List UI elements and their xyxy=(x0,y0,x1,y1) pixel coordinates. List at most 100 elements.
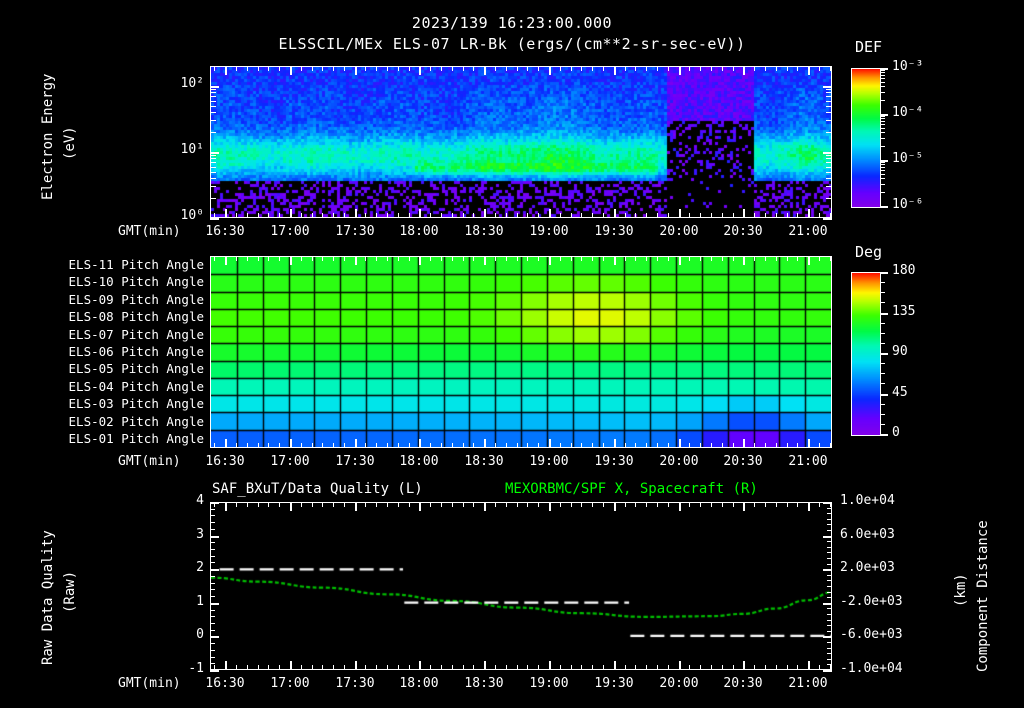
panel1-colorbar-label: 10⁻³ xyxy=(892,59,924,74)
panel1-colorbar-minor-tick xyxy=(880,132,885,133)
panel2-colorbar-minor-tick xyxy=(880,383,885,384)
panel3-ytick-minor-right xyxy=(827,519,832,520)
xtick-minor xyxy=(797,66,798,71)
xtick-minor xyxy=(592,443,593,448)
xtick-minor xyxy=(258,502,259,507)
panel1-colorbar-minor-tick xyxy=(880,124,885,125)
panel3-ytick-minor-right xyxy=(827,636,832,637)
xtick-minor xyxy=(517,443,518,448)
xtick-minor xyxy=(722,213,723,218)
xtick-minor xyxy=(776,502,777,507)
panel3-ytick-minor-left xyxy=(210,556,215,557)
panel3-ytick-label-left: -1 xyxy=(188,661,204,676)
xtick-minor xyxy=(279,66,280,71)
xtick-major xyxy=(290,66,292,75)
panel1-colorbar-minor-tick xyxy=(880,146,885,147)
xtick-label: 20:30 xyxy=(723,676,763,691)
xtick-minor xyxy=(517,665,518,670)
panel1-ytick-label: 10⁰ xyxy=(180,208,204,223)
panel1-ytick-minor xyxy=(210,178,216,179)
panel1-ytick-minor xyxy=(826,132,832,133)
xtick-major xyxy=(743,66,745,75)
xtick-label: 20:00 xyxy=(659,454,699,469)
xtick-major xyxy=(679,502,681,511)
panel3-ytick-label-right: 1.0e+04 xyxy=(840,493,895,508)
panel2-colorbar-minor-tick xyxy=(880,434,885,435)
xtick-minor xyxy=(365,665,366,670)
xtick-minor xyxy=(635,443,636,448)
panel1-colorbar-minor-tick xyxy=(880,116,885,117)
panel1-colorbar-minor-tick xyxy=(880,162,885,163)
panel2-row-label-10: ELS-10 Pitch Angle xyxy=(68,274,204,290)
xtick-major xyxy=(614,502,616,511)
xtick-minor xyxy=(376,665,377,670)
xtick-minor xyxy=(473,256,474,261)
panel1-ytick-minor xyxy=(826,106,832,107)
xtick-minor xyxy=(441,502,442,507)
xtick-major xyxy=(743,439,745,448)
xtick-minor xyxy=(495,502,496,507)
xtick-minor xyxy=(776,665,777,670)
panel3-ytick-minor-right xyxy=(827,597,832,598)
xtick-major xyxy=(614,439,616,448)
panel2-row-label-2: ELS-02 Pitch Angle xyxy=(68,413,204,429)
xtick-major xyxy=(614,256,616,265)
xtick-minor xyxy=(527,502,528,507)
xtick-label: 17:00 xyxy=(270,454,310,469)
xtick-major xyxy=(419,256,421,265)
panel1-ytick-major xyxy=(210,86,219,88)
panel3-ytick-minor-right xyxy=(827,648,832,649)
xtick-minor xyxy=(819,213,820,218)
xtick-minor xyxy=(538,256,539,261)
pitch-angle-grid xyxy=(210,256,832,448)
xtick-label: 20:30 xyxy=(723,224,763,239)
xtick-label: 16:30 xyxy=(205,224,245,239)
xtick-label: 19:30 xyxy=(594,224,634,239)
xtick-minor xyxy=(787,443,788,448)
xtick-minor xyxy=(581,66,582,71)
xtick-minor xyxy=(214,213,215,218)
panel3-ytick-label-left: 4 xyxy=(196,493,204,508)
panel2-colorbar-minor-tick xyxy=(880,363,885,364)
xtick-minor xyxy=(301,502,302,507)
xtick-minor xyxy=(700,256,701,261)
xtick-minor xyxy=(365,502,366,507)
xtick-major xyxy=(355,661,357,670)
xtick-minor xyxy=(797,665,798,670)
panel3-ytick-minor-left xyxy=(210,596,215,597)
electron-energy-spectrogram xyxy=(210,66,832,218)
xtick-minor xyxy=(214,665,215,670)
panel3-ytick-minor-left xyxy=(210,542,215,543)
xtick-minor xyxy=(258,66,259,71)
xtick-minor xyxy=(830,502,831,507)
xtick-minor xyxy=(797,502,798,507)
xtick-minor xyxy=(333,213,334,218)
xtick-minor xyxy=(603,665,604,670)
xtick-minor xyxy=(236,502,237,507)
panel1-colorbar-minor-tick xyxy=(880,92,885,93)
xtick-minor xyxy=(441,213,442,218)
xtick-minor xyxy=(797,443,798,448)
xtick-minor xyxy=(797,256,798,261)
panel1-ytick-minor xyxy=(210,112,216,113)
panel3-ytick-major-right xyxy=(823,569,832,571)
xtick-major xyxy=(549,502,551,511)
xtick-minor xyxy=(312,665,313,670)
panel2-colorbar-minor-tick xyxy=(880,302,885,303)
panel3-ytick-minor-right xyxy=(827,564,832,565)
panel1-ytick-minor xyxy=(826,167,832,168)
xtick-minor xyxy=(236,443,237,448)
xtick-minor xyxy=(571,502,572,507)
xtick-minor xyxy=(312,213,313,218)
xtick-minor xyxy=(830,443,831,448)
panel1-colorbar-label: 10⁻⁶ xyxy=(892,197,924,212)
xtick-major xyxy=(808,439,810,448)
panel1-ytick-minor xyxy=(210,132,216,133)
xtick-minor xyxy=(452,502,453,507)
xtick-label: 19:00 xyxy=(529,454,569,469)
xtick-minor xyxy=(689,213,690,218)
panel1-ytick-minor xyxy=(826,101,832,102)
panel3-ytick-minor-right xyxy=(827,603,832,604)
panel3-ytick-major-right xyxy=(823,603,832,605)
xtick-minor xyxy=(733,66,734,71)
